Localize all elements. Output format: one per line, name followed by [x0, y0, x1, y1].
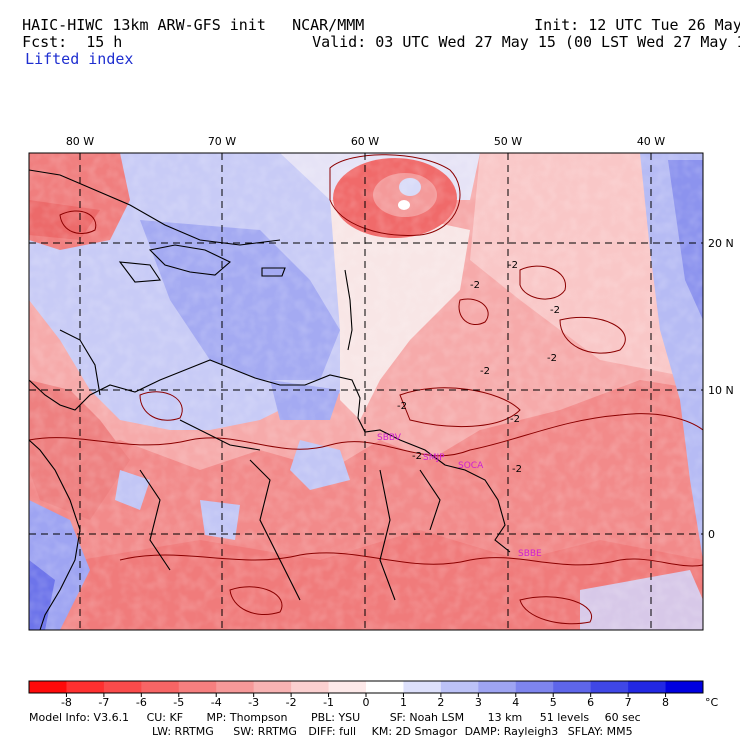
footer-pbl: PBL: YSU — [310, 711, 361, 724]
valid-time: Valid: 03 UTC Wed 27 May 15 (00 LST Wed … — [312, 33, 740, 51]
footer-cu: CU: KF — [146, 711, 184, 724]
colorbar-tick-label: 2 — [437, 696, 444, 709]
colorbar-swatch — [291, 681, 330, 693]
colorbar: -8 -7 -6 -5 -4 -3 -2 -1 0 1 2 3 4 5 6 7 8 °C — [28, 680, 719, 709]
colorbar-tick-label: 4 — [512, 696, 519, 709]
colorbar-swatch — [366, 681, 404, 693]
contour-label: -2 — [470, 280, 480, 291]
model-title-text: HAIC-HIWC 13km ARW-GFS init — [22, 16, 266, 34]
colorbar-swatch — [478, 681, 517, 693]
colorbar-tick-label: -3 — [248, 696, 259, 709]
colorbar-swatch — [216, 681, 255, 693]
footer-sflay: SFLAY: MM5 — [567, 725, 633, 738]
colorbar-tick-label: -6 — [136, 696, 147, 709]
li-contours — [29, 154, 703, 625]
lon-label: 80 W — [66, 135, 94, 148]
model-title: HAIC-HIWC 13km ARW-GFS init — [4, 1, 266, 33]
footer-damp: DAMP: Rayleigh3 — [464, 725, 559, 738]
footer-line-1: Model Info: V3.6.1 CU: KF MP: Thompson P… — [29, 711, 641, 724]
footer-dt: 60 sec — [604, 711, 641, 724]
lifted-index-field — [29, 153, 703, 630]
footer-km: KM: 2D Smagor — [371, 725, 458, 738]
colorbar-swatch — [328, 681, 367, 693]
station-label: SBBV — [377, 433, 402, 443]
footer-sw: SW: RRTMG — [233, 725, 297, 738]
contour-labels: -2 -2 -2 -2 -2 -2 -2 -2 -2 — [397, 260, 560, 475]
lat-labels: 20 N 10 N 0 — [708, 237, 734, 541]
colorbar-unit: °C — [705, 696, 719, 709]
graticule — [29, 153, 703, 630]
footer-levels: 51 levels — [539, 711, 590, 724]
lon-label: 50 W — [494, 135, 522, 148]
lat-label: 0 — [708, 528, 715, 541]
colorbar-tick-label: -1 — [323, 696, 334, 709]
footer-dx: 13 km — [487, 711, 523, 724]
colorbar-tick-label: 8 — [662, 696, 669, 709]
footer-model-info: Model Info: V3.6.1 — [29, 711, 130, 724]
contour-label: -2 — [412, 451, 422, 462]
station-labels: SBBV SMJP SOCA SBBE — [377, 433, 542, 559]
colorbar-swatch — [440, 681, 479, 693]
lon-labels: 80 W 70 W 60 W 50 W 40 W — [66, 135, 665, 148]
fcst-value: 15 h — [86, 33, 123, 51]
colorbar-swatch — [590, 681, 629, 693]
footer-lw: LW: RRTMG — [152, 725, 214, 738]
colorbar-tick-label: 1 — [400, 696, 407, 709]
lat-label: 20 N — [708, 237, 734, 250]
colorbar-tick-label: -7 — [98, 696, 109, 709]
colorbar-swatch — [553, 681, 592, 693]
colorbar-tick-label: -2 — [286, 696, 297, 709]
colorbar-swatch — [403, 681, 442, 693]
station-label: SOCA — [458, 461, 484, 471]
field-name: Lifted index — [25, 50, 134, 68]
contour-label: -2 — [547, 353, 557, 364]
colorbar-swatch — [29, 681, 67, 693]
lon-label: 70 W — [208, 135, 236, 148]
coastlines — [29, 169, 511, 630]
colorbar-tick-label: 3 — [475, 696, 482, 709]
colorbar-swatch — [66, 681, 105, 693]
colorbar-swatch — [253, 681, 292, 693]
org-label: NCAR/MMM — [292, 16, 365, 34]
contour-label: -2 — [508, 260, 518, 271]
station-label: SBBE — [518, 549, 542, 559]
lon-label: 40 W — [637, 135, 665, 148]
map-frame — [28, 152, 704, 631]
footer-mp: MP: Thompson — [206, 711, 288, 724]
colorbar-tick-label: -8 — [61, 696, 72, 709]
contour-label: -2 — [397, 401, 407, 412]
contour-label: -2 — [510, 414, 520, 425]
colorbar-tick-label: 0 — [363, 696, 370, 709]
station-label: SMJP — [423, 453, 445, 463]
forecast-hour: Fcst: 15 h — [4, 18, 122, 50]
colorbar-tick-label: 5 — [550, 696, 557, 709]
footer-diff: DIFF: full — [308, 725, 357, 738]
colorbar-swatch — [141, 681, 180, 693]
footer-sf: SF: Noah LSM — [389, 711, 465, 724]
colorbar-swatch — [103, 681, 142, 693]
contour-label: -2 — [512, 464, 522, 475]
colorbar-swatch — [628, 681, 667, 693]
lat-label: 10 N — [708, 384, 734, 397]
colorbar-tick-label: -4 — [211, 696, 222, 709]
contour-label: -2 — [480, 366, 490, 377]
colorbar-tick-label: -5 — [173, 696, 184, 709]
footer-line-2: LW: RRTMG SW: RRTMG DIFF: full KM: 2D Sm… — [152, 725, 633, 738]
init-time: Init: 12 UTC Tue 26 May 15 — [534, 16, 740, 34]
colorbar-tick-label: 7 — [625, 696, 632, 709]
colorbar-swatch — [178, 681, 217, 693]
colorbar-tick-label: 6 — [587, 696, 594, 709]
contour-label: -2 — [550, 305, 560, 316]
colorbar-swatch — [665, 681, 704, 693]
fcst-label: Fcst: — [22, 33, 68, 51]
colorbar-swatch — [515, 681, 554, 693]
lon-label: 60 W — [351, 135, 379, 148]
